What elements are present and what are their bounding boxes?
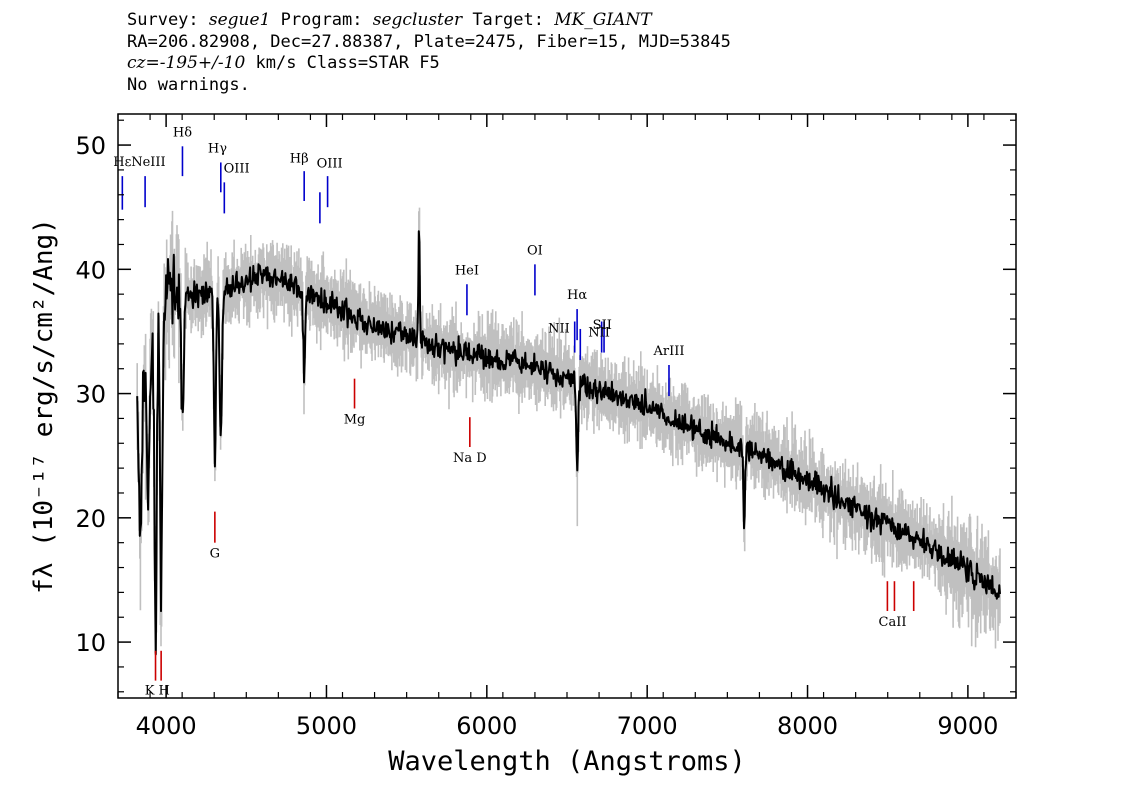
annotation-label: Mg (344, 412, 366, 427)
x-tick-label: 6000 (456, 712, 517, 740)
class-text: km/s Class=STAR F5 (245, 53, 440, 73)
plot-frame (117, 113, 1017, 699)
y-tick-label: 30 (75, 381, 106, 409)
x-tick-label: 4000 (136, 712, 197, 740)
program-value: segcluster (372, 10, 463, 30)
redshift-value: cz=-195+/-10 (127, 53, 246, 73)
x-tick-label: 5000 (296, 712, 357, 740)
header-line-coordinates: RA=206.82908, Dec=27.88387, Plate=2475, … (127, 31, 731, 52)
survey-value: segue1 (208, 10, 271, 30)
annotation-label: HeI (455, 263, 479, 278)
y-tick-label: 10 (75, 629, 106, 657)
header-line-survey: Survey: segue1 Program: segcluster Targe… (127, 10, 731, 32)
annotation-label: NII (588, 325, 610, 340)
y-tick-label: 40 (75, 256, 106, 284)
annotation-label: Hα (567, 288, 587, 303)
line-annotations (121, 146, 915, 681)
y-tick-label: 50 (75, 132, 106, 160)
annotation-label: SII (593, 318, 612, 333)
spectrum-line (136, 230, 1001, 656)
annotation-label: OI (527, 243, 543, 258)
annotation-label: K H (145, 683, 170, 698)
survey-label: Survey: (127, 10, 209, 30)
annotation-label: Hδ (173, 125, 192, 140)
annotation-label: ArIII (652, 344, 684, 359)
annotation-label: Hβ (290, 151, 309, 166)
target-label: Target: (462, 10, 555, 30)
spectrum-series (136, 230, 1001, 656)
annotation-label: CaII (879, 615, 907, 630)
axis-ticks: 4000 5000 6000 7000 8000 9000 10 20 30 40 50 (75, 114, 1017, 740)
spectrum-header: Survey: segue1 Program: segcluster Targe… (127, 10, 731, 96)
x-tick-label: 8000 (777, 712, 838, 740)
program-label: Program: (270, 10, 373, 30)
annotation-label: Hγ (208, 142, 227, 157)
annotation-label: Na D (453, 451, 487, 466)
x-tick-label: 9000 (937, 712, 998, 740)
y-axis-label: fλ (10⁻¹⁷ erg/s/cm²/Ang) (29, 218, 59, 594)
x-axis-label: Wavelength (Angstroms) (388, 746, 746, 777)
annotation-label: Hε (113, 155, 131, 170)
header-line-warnings: No warnings. (127, 74, 250, 95)
annotation-label: NII (548, 322, 570, 337)
annotation-label: NeIII (131, 155, 165, 170)
y-tick-label: 20 (75, 505, 106, 533)
annotation-label: G (210, 547, 220, 562)
header-line-redshift: cz=-195+/-10 km/s Class=STAR F5 (127, 53, 731, 75)
x-tick-label: 7000 (617, 712, 678, 740)
target-value: MK_GIANT (554, 10, 652, 30)
annotation-label: OIII (317, 156, 343, 171)
annotation-label: OIII (224, 161, 250, 176)
